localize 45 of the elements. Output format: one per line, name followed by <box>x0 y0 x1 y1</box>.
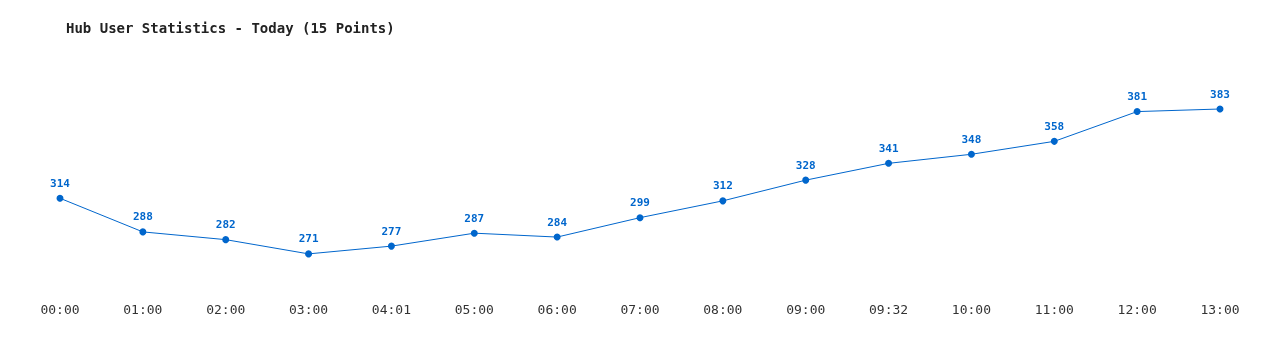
point <box>139 228 147 236</box>
chart-title: Hub User Statistics - Today (15 Points) <box>66 20 395 36</box>
x-tick-label: 09:00 <box>786 302 826 317</box>
data-label: 312 <box>712 179 733 193</box>
point <box>56 194 64 202</box>
point <box>802 176 810 184</box>
x-tick-label: 13:00 <box>1200 302 1240 317</box>
data-label: 328 <box>795 158 816 172</box>
x-tick-label: 10:00 <box>951 302 991 317</box>
data-label: 288 <box>132 210 153 224</box>
x-tick-label: 00:00 <box>40 302 80 317</box>
point <box>636 214 644 222</box>
x-tick-label: 03:00 <box>289 302 329 317</box>
x-tick-label: 02:00 <box>206 302 246 317</box>
data-label: 348 <box>961 132 982 146</box>
x-tick-label: 12:00 <box>1117 302 1157 317</box>
x-tick-label: 08:00 <box>703 302 743 317</box>
data-label: 314 <box>50 176 71 190</box>
data-label: 358 <box>1044 119 1065 133</box>
data-label: 282 <box>215 218 236 232</box>
point <box>387 242 395 250</box>
data-label: 287 <box>464 211 485 225</box>
point <box>719 197 727 205</box>
data-label: 277 <box>381 224 402 238</box>
point <box>885 159 893 167</box>
point <box>305 250 313 258</box>
point <box>222 236 230 244</box>
x-tick-label: 11:00 <box>1034 302 1074 317</box>
x-tick-label: 01:00 <box>123 302 163 317</box>
x-tick-label: 06:00 <box>537 302 577 317</box>
data-label: 271 <box>298 232 319 246</box>
point <box>553 233 561 241</box>
point <box>1050 137 1058 145</box>
x-tick-label: 05:00 <box>454 302 494 317</box>
data-label: 383 <box>1210 87 1230 101</box>
data-label: 284 <box>547 215 568 229</box>
point <box>967 150 975 158</box>
x-tick-label: 04:01 <box>371 302 411 317</box>
point <box>470 229 478 237</box>
data-label: 381 <box>1127 90 1148 104</box>
point <box>1133 108 1141 116</box>
data-label: 341 <box>878 141 899 155</box>
data-label: 299 <box>630 196 650 210</box>
x-tick-label: 09:32 <box>869 302 909 317</box>
x-tick-label: 07:00 <box>620 302 660 317</box>
